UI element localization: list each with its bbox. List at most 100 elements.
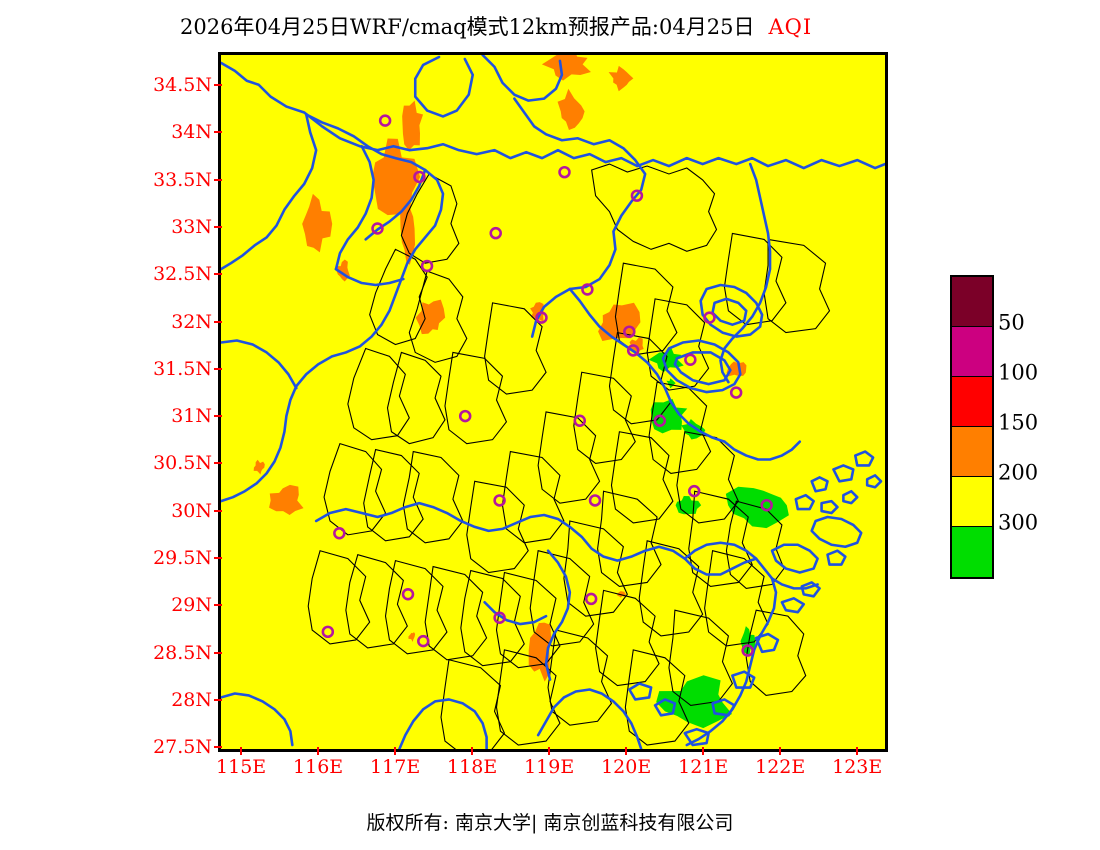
colorbar-band-50-100 — [952, 477, 992, 527]
y-axis-tick-label: 27.5N — [153, 736, 212, 759]
y-axis-tick-mark — [214, 84, 222, 87]
y-axis-tick-label: 30N — [171, 499, 212, 522]
station-marker-station-5[interactable] — [371, 222, 384, 235]
station-marker-station-17[interactable] — [653, 414, 667, 427]
station-marker-station-16[interactable] — [573, 414, 587, 427]
y-axis-tick-mark — [214, 320, 222, 323]
map-plot-area[interactable] — [218, 52, 888, 752]
x-axis-tick-label: 115E — [216, 756, 267, 778]
x-axis-tick-label: 123E — [832, 756, 883, 778]
station-marker-station-18[interactable] — [687, 484, 701, 498]
station-marker-station-10[interactable] — [623, 325, 636, 338]
colorbar-band-200-300 — [952, 327, 992, 377]
aqi-patch-0-50-taihu-tiny — [666, 378, 676, 389]
x-axis-tick-mark — [394, 747, 397, 755]
y-axis-tick-label: 28N — [171, 688, 212, 711]
station-marker-station-27[interactable] — [417, 634, 430, 648]
station-marker-station-12[interactable] — [626, 344, 640, 357]
y-axis-tick-label: 34.5N — [153, 74, 212, 97]
aqi-patch-100-150-anqing — [253, 459, 265, 475]
colorbar-tick-label: 150 — [998, 410, 1039, 435]
x-axis-tick-mark — [779, 747, 782, 755]
x-axis-tick-label: 118E — [447, 756, 498, 778]
aqi-patch-100-150-fuyang — [302, 193, 333, 253]
colorbar-band-100-150 — [952, 427, 992, 477]
y-axis-tick-mark — [214, 698, 222, 701]
page-title: 2026年04月25日WRF/cmaq模式12km预报产品:04月25日 AQI — [180, 12, 920, 42]
y-axis-tick-mark — [214, 746, 222, 749]
x-axis-tick-label: 120E — [601, 756, 652, 778]
colorbar-tick-label: 50 — [998, 310, 1025, 335]
station-marker-station-24[interactable] — [584, 592, 598, 606]
station-marker-station-26[interactable] — [321, 625, 335, 639]
aqi-patch-100-150-jiujiang — [269, 484, 304, 516]
y-axis-tick-label: 33N — [171, 216, 212, 238]
x-axis-tick-label: 119E — [524, 756, 575, 778]
station-markers-layer[interactable] — [321, 114, 773, 657]
y-axis-tick-mark — [214, 178, 222, 181]
station-marker-station-22[interactable] — [588, 494, 602, 507]
x-axis-tick-label: 121E — [678, 756, 729, 778]
station-marker-station-28[interactable] — [741, 644, 754, 657]
y-axis-tick-mark — [214, 604, 222, 607]
aqi-patch-100-150-huainan — [415, 299, 446, 335]
y-axis-tick-label: 29.5N — [153, 547, 212, 570]
x-axis-tick-mark — [548, 747, 551, 755]
page-title-variable: AQI — [768, 15, 813, 39]
aqi-patch-100-150-xuzhou-1 — [402, 100, 424, 151]
station-marker-station-13[interactable] — [684, 353, 697, 367]
station-marker-station-14[interactable] — [729, 386, 743, 399]
aqi-patch-0-50-zhoushan — [725, 486, 789, 529]
station-marker-station-1[interactable] — [378, 114, 392, 127]
colorbar-tick-label: 100 — [998, 360, 1039, 385]
station-marker-station-2[interactable] — [413, 170, 426, 184]
station-marker-station-15[interactable] — [458, 409, 472, 423]
y-axis-tick-mark — [214, 273, 222, 276]
station-marker-station-6[interactable] — [489, 226, 502, 240]
y-axis-tick-mark — [214, 367, 222, 370]
aqi-patch-100-150-north-anhui-2 — [608, 65, 634, 92]
y-axis-tick-mark — [214, 226, 222, 228]
y-axis-tick-label: 33.5N — [153, 168, 212, 191]
aqi-patch-100-150-north-anhui-1 — [541, 55, 591, 81]
y-axis-tick-mark — [214, 557, 222, 560]
aqi-patch-100-150-xuzhou-2 — [557, 88, 585, 130]
aqi-patch-100-150-bengbu — [400, 199, 416, 265]
station-marker-station-7[interactable] — [420, 259, 434, 273]
y-axis-tick-mark — [214, 651, 222, 654]
y-axis-tick-label: 32N — [171, 310, 212, 333]
y-axis-tick-label: 29N — [171, 594, 212, 617]
x-axis-tick-label: 122E — [755, 756, 806, 778]
colorbar-tick-label: 200 — [998, 460, 1039, 485]
x-axis-tick-mark — [856, 747, 859, 755]
x-axis-tick-label: 116E — [293, 756, 344, 778]
station-marker-station-25[interactable] — [493, 611, 506, 624]
aqi-patch-100-150-lianyungang — [726, 361, 747, 377]
y-axis-tick-mark — [214, 462, 222, 465]
aqi-patch-100-150-changzhou — [629, 337, 644, 352]
y-axis-tick-label: 32.5N — [153, 263, 212, 286]
colorbar-band-150-200 — [952, 377, 992, 427]
station-marker-station-23[interactable] — [401, 587, 415, 601]
station-marker-station-9[interactable] — [703, 311, 716, 324]
x-axis-tick-mark — [702, 747, 705, 755]
aqi-patch-100-150-nanjing — [598, 302, 641, 342]
station-marker-station-8[interactable] — [581, 283, 594, 296]
colorbar-tick-label: 300 — [998, 510, 1039, 535]
station-marker-station-20[interactable] — [333, 527, 346, 540]
x-axis-tick-mark — [240, 747, 243, 755]
station-marker-station-11[interactable] — [535, 311, 548, 324]
aqi-colorbar-ticks: 50 100 150 200 300 — [998, 275, 1088, 579]
aqi-patch-100-150-jinhua-dot — [408, 632, 416, 643]
station-marker-station-19[interactable] — [760, 498, 773, 512]
station-marker-station-4[interactable] — [630, 189, 644, 202]
map-canvas[interactable] — [221, 55, 885, 749]
page-title-text: 2026年04月25日WRF/cmaq模式12km预报产品:04月25日 — [180, 15, 755, 39]
x-axis-tick-mark — [471, 747, 474, 755]
y-axis-tick-label: 31N — [171, 405, 212, 428]
y-axis-tick-mark — [214, 415, 222, 418]
y-axis-tick-label: 31.5N — [153, 357, 212, 380]
y-axis-tick-label: 30.5N — [153, 452, 212, 475]
station-marker-station-21[interactable] — [493, 494, 506, 507]
station-marker-station-3[interactable] — [558, 165, 571, 179]
